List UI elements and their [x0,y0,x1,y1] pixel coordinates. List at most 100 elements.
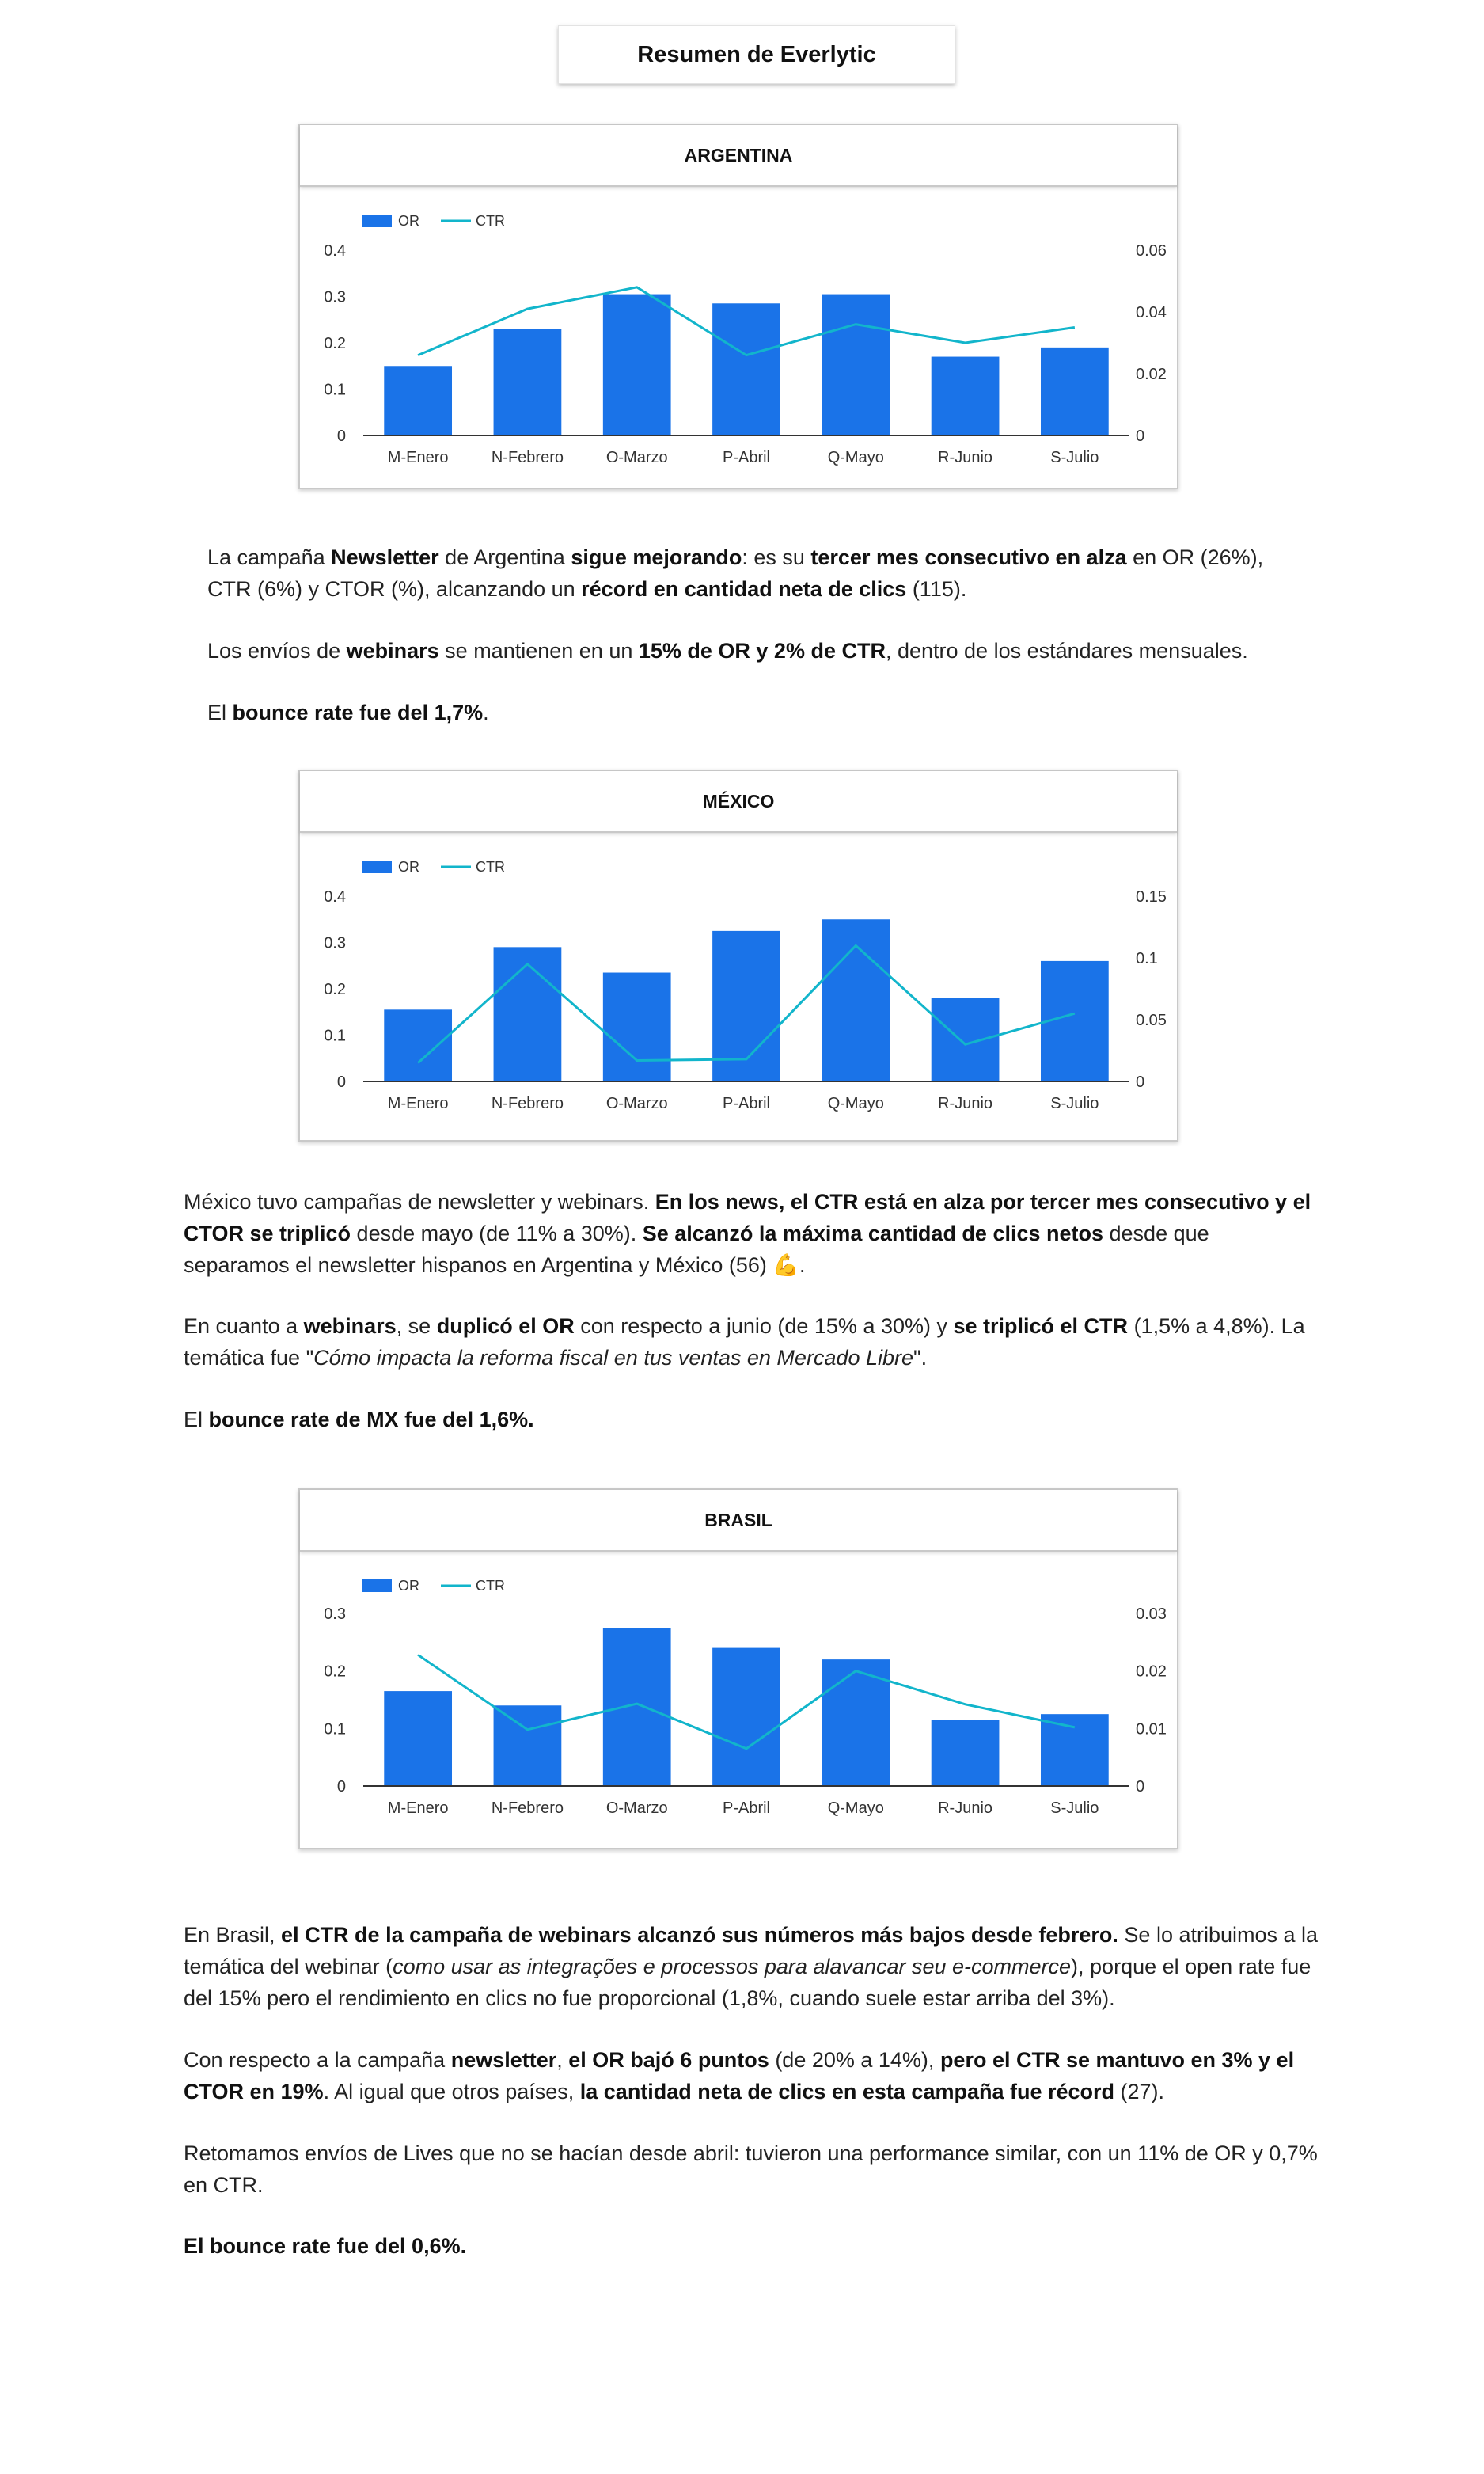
x-tick-label: N-Febrero [492,1799,564,1817]
x-tick-label: Q-Mayo [828,1799,884,1817]
y-tick-label-right: 0 [1136,1074,1144,1091]
bold-text: duplicó el OR [437,1314,575,1338]
legend-label-ctr: CTR [476,213,505,229]
y-tick-label-left: 0.1 [324,1720,346,1738]
y-tick-label-left: 0.2 [324,1663,346,1681]
text-segment: . Al igual que otros países, [324,2080,580,2103]
x-tick-label: N-Febrero [492,1095,564,1112]
bar-or [932,1720,1000,1786]
legend-swatch-or [362,215,392,227]
legend-label-or: OR [398,859,419,875]
legend-swatch-or [362,861,392,873]
chart-card-argentina: ARGENTINA OR CTR 0 0.1 0.2 0.3 0.4 0 0.02 0.04 0.0… [298,124,1178,489]
y-tick-label-left: 0.4 [324,242,346,260]
text-segment: México tuvo campañas de newsletter y web… [184,1190,655,1214]
x-tick-label: Q-Mayo [828,449,884,466]
x-tick-label: M-Enero [388,1095,449,1112]
bold-text: bounce rate de MX fue del 1,6%. [209,1408,534,1431]
y-tick-label-right: 0 [1136,428,1144,445]
x-tick-label: O-Marzo [606,449,668,466]
y-tick-label-left: 0.2 [324,335,346,352]
y-tick-label-right: 0.15 [1136,888,1167,906]
chart-heading: ARGENTINA [300,125,1177,187]
italic-text: Cómo impacta la reforma fiscal en tus ve… [313,1346,913,1370]
bold-text: bounce rate fue del 1,7% [233,701,484,724]
y-tick-label-left: 0.3 [324,935,346,952]
x-tick-label: S-Julio [1050,1799,1099,1817]
y-tick-label-right: 0.06 [1136,242,1167,260]
bold-text: Se alcanzó la máxima cantidad de clics n… [643,1222,1103,1245]
x-tick-label: S-Julio [1050,449,1099,466]
flexed-biceps-icon: 💪 [772,1253,799,1277]
text-segment: . [799,1253,806,1277]
y-tick-label-right: 0.03 [1136,1606,1167,1623]
y-tick-label-right: 0.01 [1136,1720,1167,1738]
bar-or [384,366,452,435]
legend-label-ctr: CTR [476,859,505,875]
bold-text: el OR bajó 6 puntos [568,2048,769,2072]
paragraph: Con respecto a la campaña newsletter, el… [184,2044,1320,2107]
bar-or [1041,1714,1109,1786]
italic-text: como usar as integrações e processos par… [393,1955,1071,1978]
bar-or [712,1648,780,1786]
text-segment: En Brasil, [184,1923,281,1947]
bold-text: 15% de OR y 2% de CTR [639,639,886,663]
text-segment: En cuanto a [184,1314,304,1338]
chart-card-mexico: MÉXICO OR CTR 0 0.1 0.2 0.3 0.4 0 0.05 0.1 0.15 M-E… [298,770,1178,1142]
paragraph: El bounce rate fue del 0,6%. [184,2230,1320,2262]
y-tick-label-right: 0.02 [1136,366,1167,383]
x-tick-label: Q-Mayo [828,1095,884,1112]
x-tick-label: M-Enero [388,1799,449,1817]
bold-text: récord en cantidad neta de clics [581,577,906,601]
chart-argentina: OR CTR00.10.20.30.400.020.040.06M-Enero N-… [300,187,1177,488]
y-tick-label-left: 0.3 [324,289,346,306]
y-tick-label-left: 0 [337,1074,346,1091]
text-segment: , [556,2048,568,2072]
text-segment: ". [913,1346,927,1370]
text-segment: : es su [742,545,810,569]
legend-swatch-or [362,1579,392,1592]
x-tick-label: O-Marzo [606,1799,668,1817]
bold-text: tercer mes consecutivo en alza [810,545,1126,569]
bar-or [603,1628,671,1786]
bold-text: Newsletter [331,545,439,569]
x-tick-label: R-Junio [938,1095,992,1112]
legend-label-or: OR [398,213,419,229]
text-segment: se mantienen en un [439,639,639,663]
legend-label-or: OR [398,1578,419,1594]
text-segment: , se [397,1314,437,1338]
chart-heading: MÉXICO [300,771,1177,833]
paragraph: La campaña Newsletter de Argentina sigue… [207,542,1312,605]
y-tick-label-left: 0.4 [324,888,346,906]
chart-legend: OR CTR [362,213,505,229]
text-segment: (115). [906,577,966,601]
bar-or [494,947,562,1081]
paragraph: En cuanto a webinars, se duplicó el OR c… [184,1310,1320,1374]
text-segment: Con respecto a la campaña [184,2048,451,2072]
chart-legend: OR CTR [362,859,505,875]
text-segment: , dentro de los estándares mensuales. [886,639,1248,663]
text-segment: El [207,701,233,724]
x-tick-label: S-Julio [1050,1095,1099,1112]
x-tick-label: R-Junio [938,449,992,466]
chart-legend: OR CTR [362,1578,505,1594]
bar-or [932,357,1000,435]
bold-text: newsletter [451,2048,557,2072]
bold-text: El bounce rate fue del 0,6%. [184,2234,466,2258]
bar-or [1041,348,1109,435]
bar-or [494,329,562,435]
x-tick-label: P-Abril [723,449,770,466]
text-segment: . [483,701,489,724]
chart-heading: BRASIL [300,1490,1177,1552]
y-tick-label-left: 0.2 [324,981,346,998]
bar-or [712,303,780,435]
text-segment: La campaña [207,545,331,569]
x-tick-label: P-Abril [723,1799,770,1817]
bar-or [603,973,671,1081]
text-segment: desde mayo (de 11% a 30%). [351,1222,643,1245]
text-segment: El [184,1408,209,1431]
y-tick-label-left: 0 [337,428,346,445]
x-tick-label: O-Marzo [606,1095,668,1112]
bar-or [603,295,671,435]
bold-text: webinars [304,1314,397,1338]
